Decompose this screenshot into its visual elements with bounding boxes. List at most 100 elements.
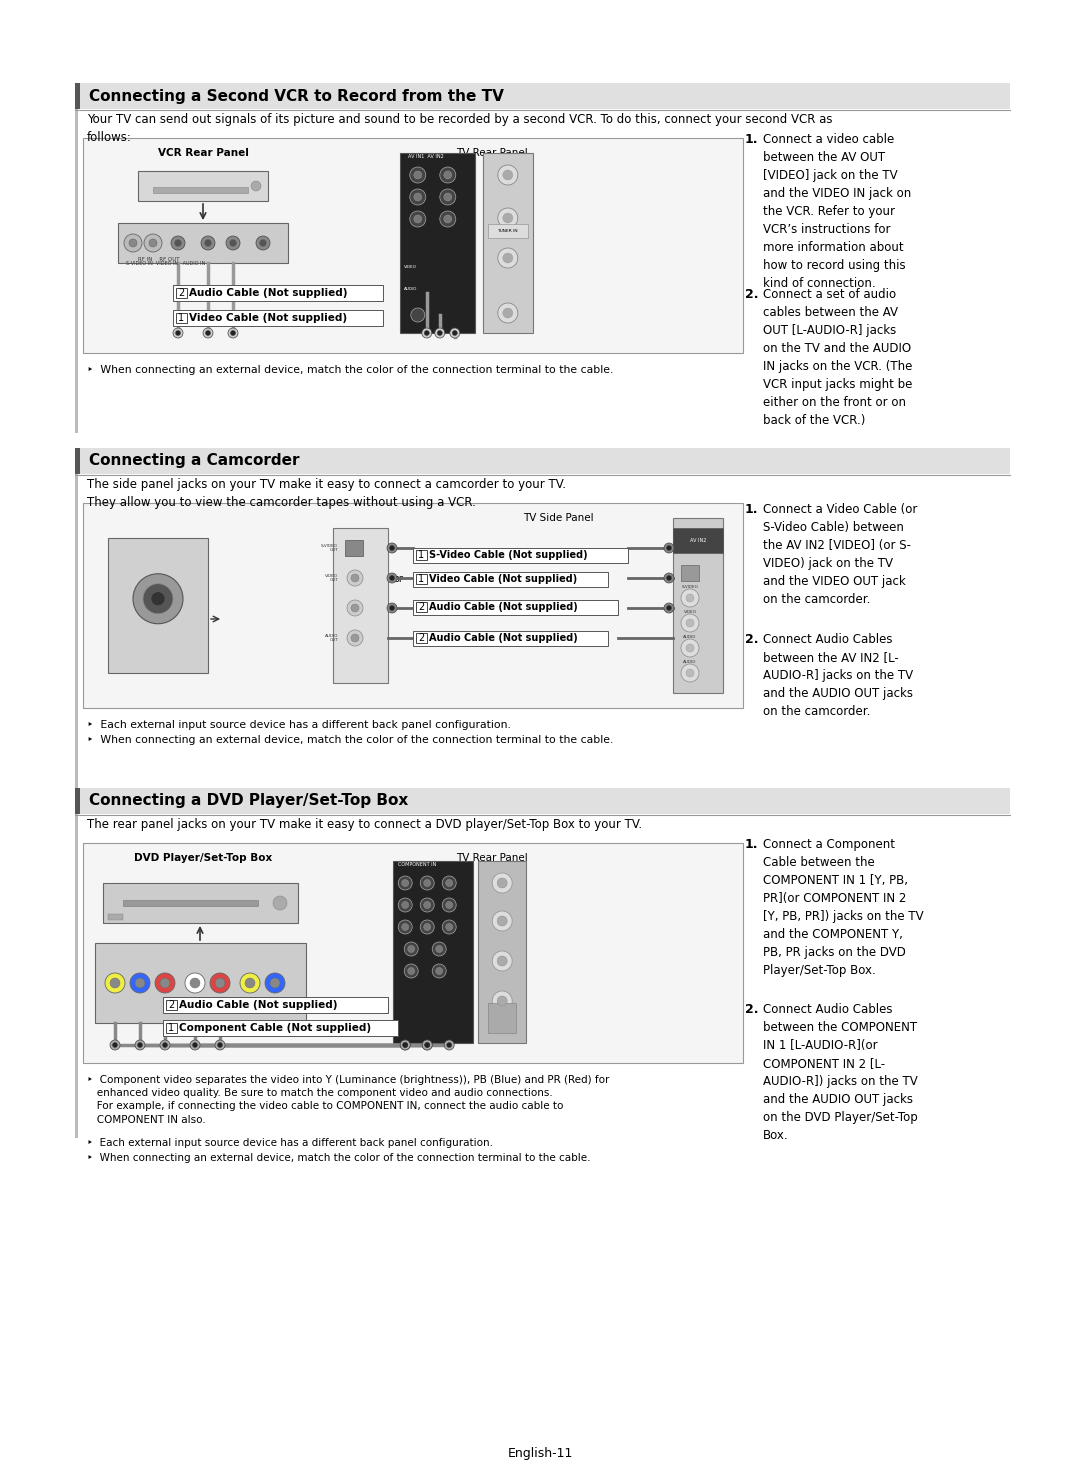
Text: AUDIO: AUDIO <box>404 287 417 291</box>
Circle shape <box>175 239 181 247</box>
Circle shape <box>210 973 230 993</box>
Circle shape <box>408 968 415 974</box>
Text: 1.: 1. <box>745 838 758 851</box>
Circle shape <box>444 1041 455 1049</box>
Circle shape <box>424 1042 430 1048</box>
Bar <box>75 83 1010 109</box>
Circle shape <box>217 1042 222 1048</box>
Text: ‣  When connecting an external device, match the color of the connection termina: ‣ When connecting an external device, ma… <box>87 735 613 745</box>
Bar <box>75 458 78 798</box>
Text: Connect a Video Cable (or
S-Video Cable) between
the AV IN2 [VIDEO] (or S-
VIDEO: Connect a Video Cable (or S-Video Cable)… <box>762 503 917 606</box>
Bar <box>673 517 723 693</box>
Text: AUDIO: AUDIO <box>684 661 697 664</box>
Circle shape <box>409 211 426 228</box>
Circle shape <box>273 896 287 910</box>
Circle shape <box>420 876 434 890</box>
Circle shape <box>664 573 674 582</box>
Circle shape <box>666 575 672 581</box>
Circle shape <box>403 1042 408 1048</box>
Text: VCR Rear Panel: VCR Rear Panel <box>158 148 248 158</box>
Text: VIDEO
OUT: VIDEO OUT <box>325 573 338 582</box>
Circle shape <box>432 941 446 956</box>
Circle shape <box>432 964 446 978</box>
Circle shape <box>229 239 237 247</box>
Text: Video Cable (Not supplied): Video Cable (Not supplied) <box>429 573 577 584</box>
Circle shape <box>686 619 694 627</box>
Text: 1: 1 <box>178 313 184 324</box>
Circle shape <box>347 600 363 616</box>
Circle shape <box>203 328 213 338</box>
Text: ‣  When connecting an external device, match the color of the connection termina: ‣ When connecting an external device, ma… <box>87 365 613 375</box>
Circle shape <box>390 575 394 581</box>
Circle shape <box>492 873 512 893</box>
Text: 2.: 2. <box>745 288 758 302</box>
Bar <box>118 223 288 263</box>
Circle shape <box>498 248 517 268</box>
Text: Audio Cable (Not supplied): Audio Cable (Not supplied) <box>179 1001 337 1009</box>
Bar <box>483 154 532 333</box>
Circle shape <box>681 590 699 607</box>
Circle shape <box>423 879 431 887</box>
Bar <box>75 788 1010 814</box>
Bar <box>478 862 526 1043</box>
Bar <box>153 188 248 194</box>
Circle shape <box>497 916 508 927</box>
Bar <box>416 633 427 643</box>
Bar <box>488 225 528 238</box>
Circle shape <box>129 239 137 247</box>
Circle shape <box>399 919 413 934</box>
Circle shape <box>422 328 432 338</box>
Text: The rear panel jacks on your TV make it easy to connect a DVD player/Set-Top Box: The rear panel jacks on your TV make it … <box>87 817 643 831</box>
Circle shape <box>399 899 413 912</box>
Circle shape <box>410 307 424 322</box>
Circle shape <box>497 956 508 967</box>
Bar <box>75 448 1010 474</box>
Text: AV IN2: AV IN2 <box>690 538 706 542</box>
Bar <box>175 288 187 299</box>
Circle shape <box>259 239 267 247</box>
Circle shape <box>402 902 408 909</box>
Circle shape <box>135 1041 145 1049</box>
Text: AV IN1  AV IN2: AV IN1 AV IN2 <box>408 154 444 160</box>
Bar <box>75 83 80 109</box>
Circle shape <box>215 1041 225 1049</box>
Text: S-Video Cable (Not supplied): S-Video Cable (Not supplied) <box>429 550 588 560</box>
Circle shape <box>424 1042 430 1048</box>
Circle shape <box>414 214 422 223</box>
Text: Connecting a DVD Player/Set-Top Box: Connecting a DVD Player/Set-Top Box <box>89 794 408 808</box>
Circle shape <box>347 571 363 585</box>
Circle shape <box>423 924 431 931</box>
Circle shape <box>409 189 426 205</box>
Text: Connect a video cable
between the AV OUT
[VIDEO] jack on the TV
and the VIDEO IN: Connect a video cable between the AV OUT… <box>762 133 912 290</box>
Circle shape <box>205 331 211 336</box>
Circle shape <box>492 992 512 1011</box>
Text: ‣  Each external input source device has a different back panel configuration.: ‣ Each external input source device has … <box>87 1138 492 1148</box>
Circle shape <box>681 664 699 681</box>
Text: 2.: 2. <box>745 1004 758 1015</box>
Text: Connect a set of audio
cables between the AV
OUT [L-AUDIO-R] jacks
on the TV and: Connect a set of audio cables between th… <box>762 288 913 427</box>
Bar <box>75 798 78 1138</box>
Circle shape <box>498 208 517 228</box>
Circle shape <box>442 876 456 890</box>
Bar <box>75 448 80 474</box>
Text: Audio Cable (Not supplied): Audio Cable (Not supplied) <box>429 602 578 612</box>
Bar <box>393 862 473 1043</box>
Circle shape <box>160 1041 170 1049</box>
Circle shape <box>175 331 180 336</box>
Bar <box>416 573 427 584</box>
Circle shape <box>422 1041 432 1049</box>
Circle shape <box>137 1042 143 1048</box>
Text: Connecting a Second VCR to Record from the TV: Connecting a Second VCR to Record from t… <box>89 89 504 103</box>
Circle shape <box>144 234 162 253</box>
Bar <box>75 788 80 814</box>
Circle shape <box>440 189 456 205</box>
Circle shape <box>270 978 280 987</box>
Circle shape <box>492 950 512 971</box>
Circle shape <box>498 166 517 185</box>
Text: TUNER IN: TUNER IN <box>498 229 518 234</box>
Text: Audio Cable (Not supplied): Audio Cable (Not supplied) <box>189 288 348 299</box>
Text: VIDEO: VIDEO <box>404 265 417 269</box>
Text: 1: 1 <box>418 573 424 584</box>
Text: VIDEO: VIDEO <box>684 610 697 613</box>
Circle shape <box>423 902 431 909</box>
